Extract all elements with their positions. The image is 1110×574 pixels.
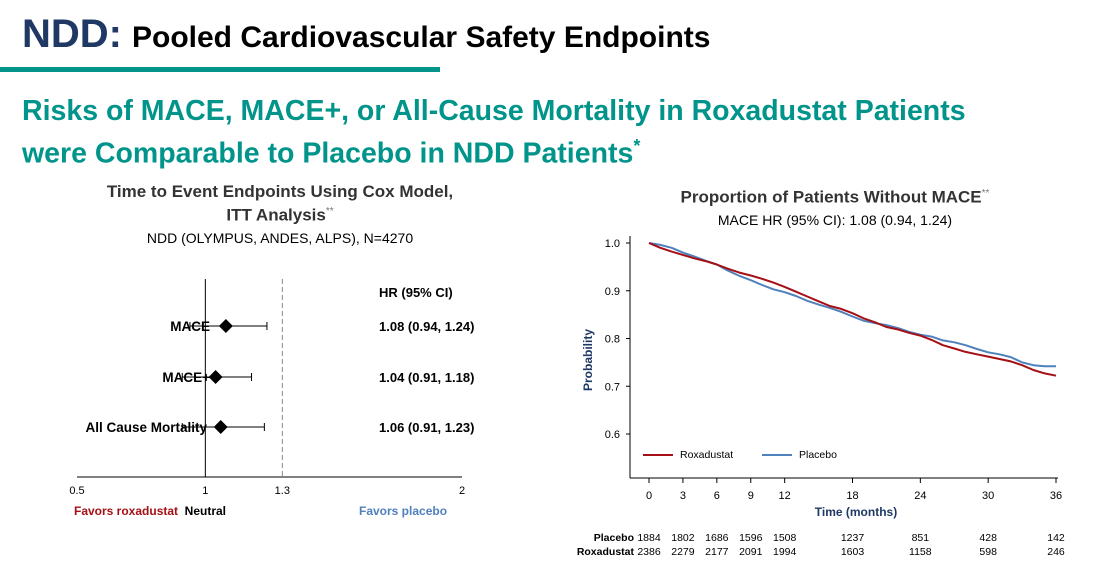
subtitle-mark: *	[633, 136, 641, 156]
forest-hr-text: 1.04 (0.91, 1.18)	[379, 370, 474, 385]
km-at-risk-value: 2177	[705, 546, 729, 558]
km-at-risk-value: 428	[979, 532, 997, 544]
forest-row-label: All Cause Mortality	[85, 420, 207, 435]
km-y-tick-label: 0.8	[605, 334, 620, 346]
km-x-tick-label: 6	[714, 490, 720, 502]
forest-favors-right: Favors placebo	[359, 504, 447, 518]
km-at-risk-value: 598	[979, 546, 997, 558]
slide-subtitle: Risks of MACE, MACE+, or All-Cause Morta…	[22, 94, 966, 172]
slide-header: NDD: Pooled Cardiovascular Safety Endpoin…	[22, 12, 710, 57]
km-subtitle: MACE HR (95% CI): 1.08 (0.94, 1.24)	[717, 212, 953, 228]
km-title-mark: **	[981, 188, 990, 199]
km-y-tick-label: 0.7	[605, 381, 620, 393]
km-legend-label-placebo: Placebo	[799, 449, 837, 461]
km-at-risk-value: 1802	[671, 532, 695, 544]
forest-hr-marker	[208, 370, 223, 384]
km-x-tick-label: 30	[982, 490, 994, 502]
km-y-tick-label: 1.0	[605, 238, 620, 250]
forest-hr-marker	[218, 319, 233, 333]
km-legend-label-roxadustat: Roxadustat	[680, 449, 733, 461]
forest-subtitle: NDD (OLYMPUS, ANDES, ALPS), N=4270	[146, 230, 414, 246]
forest-x-tick-label: 1	[202, 485, 208, 497]
km-x-tick-label: 36	[1050, 490, 1062, 502]
km-at-risk-value: 1686	[705, 532, 729, 544]
km-x-tick-label: 3	[680, 490, 686, 502]
km-at-risk-value: 851	[912, 532, 930, 544]
header-ndd: NDD	[22, 12, 109, 56]
forest-hr-marker	[213, 420, 228, 434]
km-x-tick-label: 9	[748, 490, 754, 502]
header-rule	[0, 67, 440, 72]
km-at-risk-value: 1884	[637, 532, 661, 544]
subtitle-line-1: Risks of MACE, MACE+, or All-Cause Morta…	[22, 95, 966, 127]
km-y-tick-label: 0.9	[605, 286, 620, 298]
km-at-risk-value: 246	[1047, 546, 1065, 558]
km-at-risk-row-label: Placebo	[594, 532, 634, 544]
forest-x-tick-label: 1.3	[275, 485, 290, 497]
km-at-risk-row-label: Roxadustat	[577, 546, 635, 558]
forest-x-tick-label: 2	[459, 485, 465, 497]
forest-column-header: HR (95% CI)	[379, 285, 453, 300]
forest-hr-text: 1.06 (0.91, 1.23)	[379, 420, 474, 435]
km-at-risk-value: 1994	[773, 546, 797, 558]
forest-title-line-1: Time to Event Endpoints Using Cox Model,	[106, 182, 454, 201]
subtitle-line-2: were Comparable to Placebo in NDD Patien…	[22, 129, 966, 172]
km-at-risk-value: 2386	[637, 546, 661, 558]
forest-x-tick-label: 0.5	[69, 485, 84, 497]
forest-title-mark: **	[325, 206, 334, 217]
km-at-risk-value: 1596	[739, 532, 763, 544]
subtitle-line-2-text: were Comparable to Placebo in NDD Patien…	[22, 137, 634, 170]
forest-hr-text: 1.08 (0.94, 1.24)	[379, 319, 474, 334]
km-x-tick-label: 24	[914, 490, 926, 502]
forest-title-line-2: ITT Analysis	[226, 205, 326, 225]
km-x-tick-label: 18	[846, 490, 858, 502]
km-y-tick-label: 0.6	[605, 429, 620, 441]
forest-title-line-2-wrap: ITT Analysis**	[60, 202, 500, 226]
km-at-risk-value: 2091	[739, 546, 763, 558]
km-y-label: Probability	[581, 329, 595, 391]
forest-favors-left: Favors roxadustat	[74, 504, 178, 518]
km-title-text: Proportion of Patients Without MACE	[680, 187, 982, 207]
km-x-label: Time (months)	[815, 505, 897, 519]
km-at-risk-value: 1158	[909, 546, 932, 558]
km-x-tick-label: 0	[646, 490, 652, 502]
forest-neutral-label: Neutral	[185, 504, 226, 518]
header-colon: :	[108, 12, 122, 56]
km-series-line-roxadustat	[648, 242, 1057, 377]
km-at-risk-value: 142	[1047, 532, 1065, 544]
km-x-tick-label: 12	[779, 490, 791, 502]
km-at-risk-value: 1603	[841, 546, 865, 558]
km-at-risk-value: 2279	[671, 546, 695, 558]
km-at-risk-value: 1237	[841, 532, 865, 544]
forest-title: Time to Event Endpoints Using Cox Model,…	[60, 182, 500, 226]
km-at-risk-value: 1508	[773, 532, 797, 544]
km-title: Proportion of Patients Without MACE**	[585, 184, 1085, 208]
header-title: Pooled Cardiovascular Safety Endpoints	[132, 21, 711, 54]
